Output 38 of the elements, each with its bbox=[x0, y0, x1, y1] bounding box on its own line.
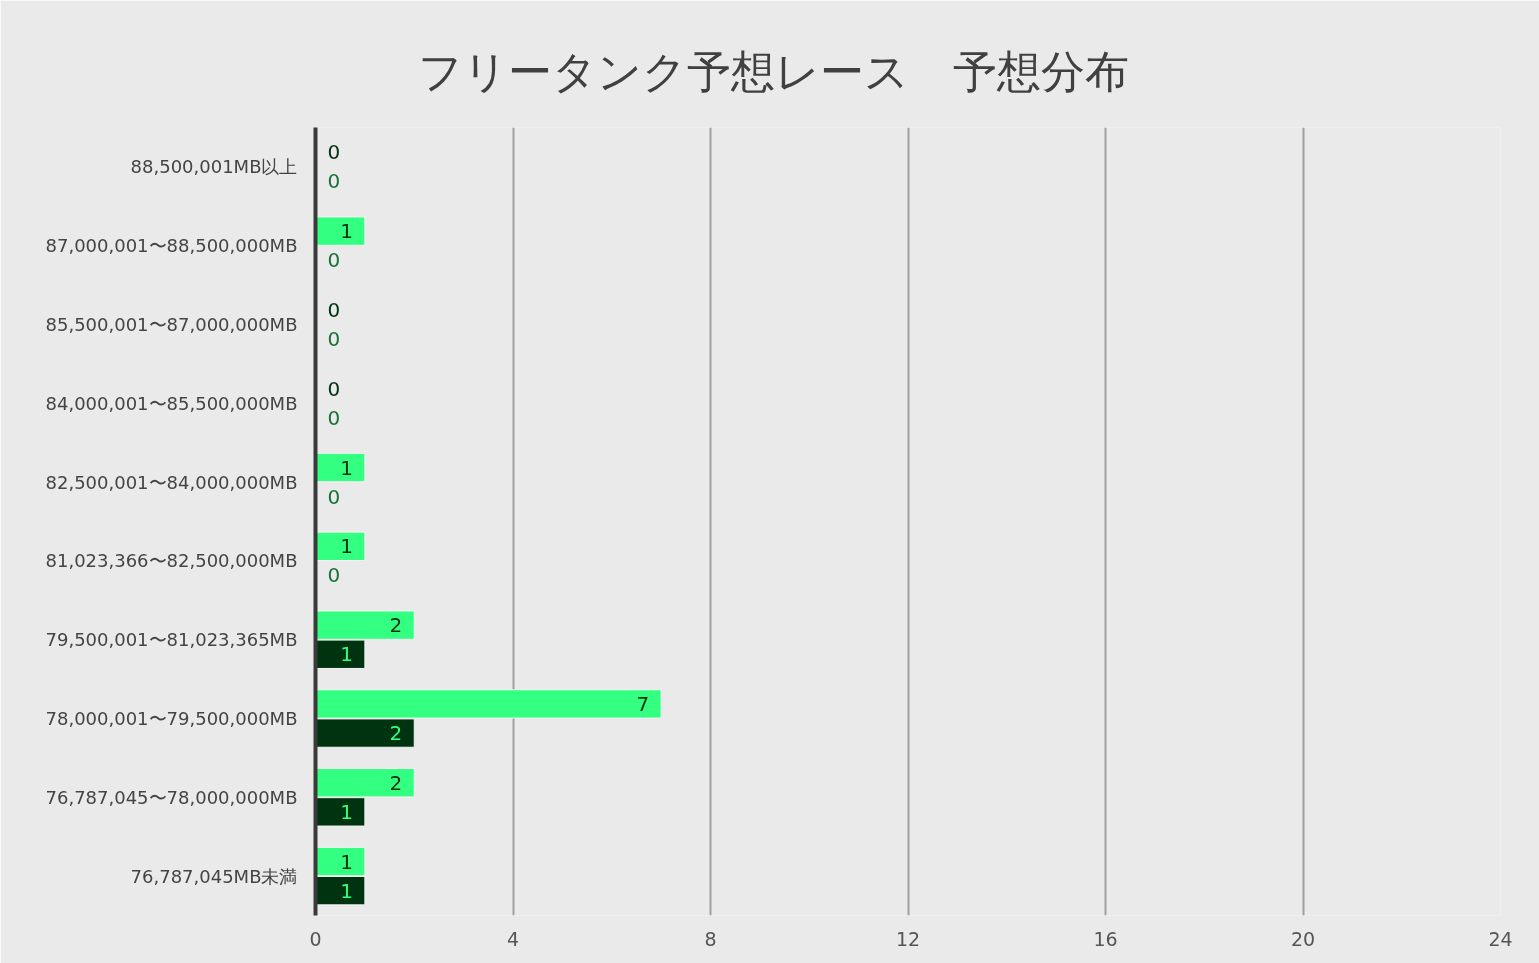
data-label: 0 bbox=[327, 140, 341, 165]
data-label: 7 bbox=[636, 691, 650, 716]
y-tick-label: 82,500,001〜84,000,000MB bbox=[45, 471, 298, 493]
y-tick-label: 88,500,001MB以上 bbox=[130, 156, 298, 178]
data-label: 0 bbox=[327, 248, 341, 273]
y-tick-label: 84,000,001〜85,500,000MB bbox=[45, 392, 298, 414]
data-label: 2 bbox=[389, 721, 403, 746]
y-tick-label: 78,000,001〜79,500,000MB bbox=[45, 708, 298, 729]
data-label: 1 bbox=[340, 219, 353, 244]
x-tick-label: 24 bbox=[1488, 927, 1513, 950]
data-label: 0 bbox=[327, 297, 341, 322]
y-tick-label: 81,023,366〜82,500,000MB bbox=[45, 550, 298, 572]
data-label: 1 bbox=[340, 455, 353, 480]
y-tick-label: 76,787,045〜78,000,000MB bbox=[45, 786, 298, 808]
data-label: 0 bbox=[327, 169, 341, 194]
x-tick-label: 4 bbox=[506, 927, 520, 950]
data-label: 1 bbox=[340, 534, 353, 559]
x-tick-label: 12 bbox=[895, 927, 921, 950]
data-label: 1 bbox=[340, 799, 353, 824]
data-label: 1 bbox=[340, 642, 353, 667]
chart-title: フリータンク予想レース 予想分布 bbox=[418, 45, 1129, 97]
data-label: 0 bbox=[327, 484, 341, 509]
data-label: 1 bbox=[340, 849, 353, 874]
y-tick-label: 79,500,001〜81,023,365MB bbox=[45, 629, 298, 651]
data-label: 1 bbox=[340, 878, 353, 903]
y-tick-label: 87,000,001〜88,500,000MB bbox=[45, 235, 298, 257]
data-label: 0 bbox=[327, 405, 341, 430]
data-label: 0 bbox=[327, 327, 341, 352]
data-label: 2 bbox=[389, 770, 403, 795]
data-label: 2 bbox=[389, 613, 403, 638]
data-label: 0 bbox=[327, 563, 341, 588]
x-tick-label: 16 bbox=[1093, 927, 1118, 950]
y-tick-label: 85,500,001〜87,000,000MB bbox=[45, 314, 298, 335]
x-tick-label: 0 bbox=[309, 927, 322, 950]
data-label: 0 bbox=[327, 376, 341, 401]
x-tick-label: 20 bbox=[1290, 927, 1316, 950]
x-tick-label: 8 bbox=[704, 927, 717, 950]
y-tick-label: 76,787,045MB未満 bbox=[130, 865, 298, 887]
